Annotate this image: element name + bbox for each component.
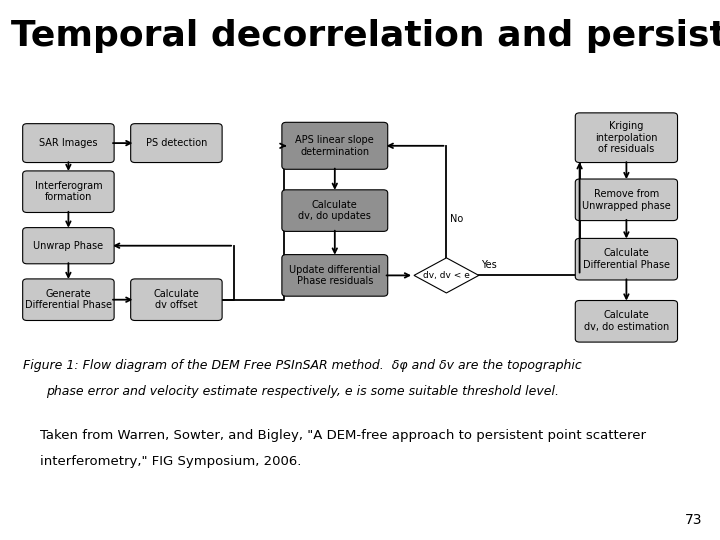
FancyBboxPatch shape <box>23 171 114 212</box>
Text: APS linear slope
determination: APS linear slope determination <box>295 135 374 157</box>
FancyBboxPatch shape <box>282 255 387 296</box>
FancyBboxPatch shape <box>131 279 222 321</box>
Text: Calculate
dv, do updates: Calculate dv, do updates <box>298 200 372 221</box>
Text: Calculate
dv offset: Calculate dv offset <box>153 289 199 310</box>
Text: Interferogram
formation: Interferogram formation <box>35 181 102 202</box>
FancyBboxPatch shape <box>23 228 114 264</box>
Text: phase error and velocity estimate respectively, e is some suitable threshold lev: phase error and velocity estimate respec… <box>46 385 559 398</box>
FancyBboxPatch shape <box>575 239 678 280</box>
Text: Calculate
dv, do estimation: Calculate dv, do estimation <box>584 310 669 332</box>
Text: Remove from
Unwrapped phase: Remove from Unwrapped phase <box>582 189 671 211</box>
FancyBboxPatch shape <box>575 113 678 163</box>
Text: Kriging
interpolation
of residuals: Kriging interpolation of residuals <box>595 121 657 154</box>
Text: Update differential
Phase residuals: Update differential Phase residuals <box>289 265 381 286</box>
Text: PS detection: PS detection <box>145 138 207 148</box>
Text: Calculate
Differential Phase: Calculate Differential Phase <box>583 248 670 270</box>
Text: dv, dv < e: dv, dv < e <box>423 271 470 280</box>
Text: No: No <box>450 214 463 224</box>
FancyBboxPatch shape <box>282 190 387 231</box>
Text: Generate
Differential Phase: Generate Differential Phase <box>25 289 112 310</box>
FancyBboxPatch shape <box>23 279 114 321</box>
FancyBboxPatch shape <box>575 179 678 220</box>
Text: Taken from Warren, Sowter, and Bigley, "A DEM-free approach to persistent point : Taken from Warren, Sowter, and Bigley, "… <box>40 429 646 442</box>
FancyBboxPatch shape <box>282 122 387 170</box>
Text: 73: 73 <box>685 512 702 526</box>
Text: Yes: Yes <box>481 260 497 270</box>
Text: Unwrap Phase: Unwrap Phase <box>33 241 104 251</box>
Text: interferometry," FIG Symposium, 2006.: interferometry," FIG Symposium, 2006. <box>40 455 301 468</box>
Polygon shape <box>414 258 479 293</box>
FancyBboxPatch shape <box>131 124 222 163</box>
Text: Figure 1: Flow diagram of the DEM Free PSInSAR method.  δφ and δv are the topogr: Figure 1: Flow diagram of the DEM Free P… <box>23 359 582 372</box>
Text: Temporal decorrelation and persistent scatterers: Temporal decorrelation and persistent sc… <box>11 19 720 53</box>
Text: SAR Images: SAR Images <box>39 138 98 148</box>
FancyBboxPatch shape <box>575 300 678 342</box>
FancyBboxPatch shape <box>23 124 114 163</box>
